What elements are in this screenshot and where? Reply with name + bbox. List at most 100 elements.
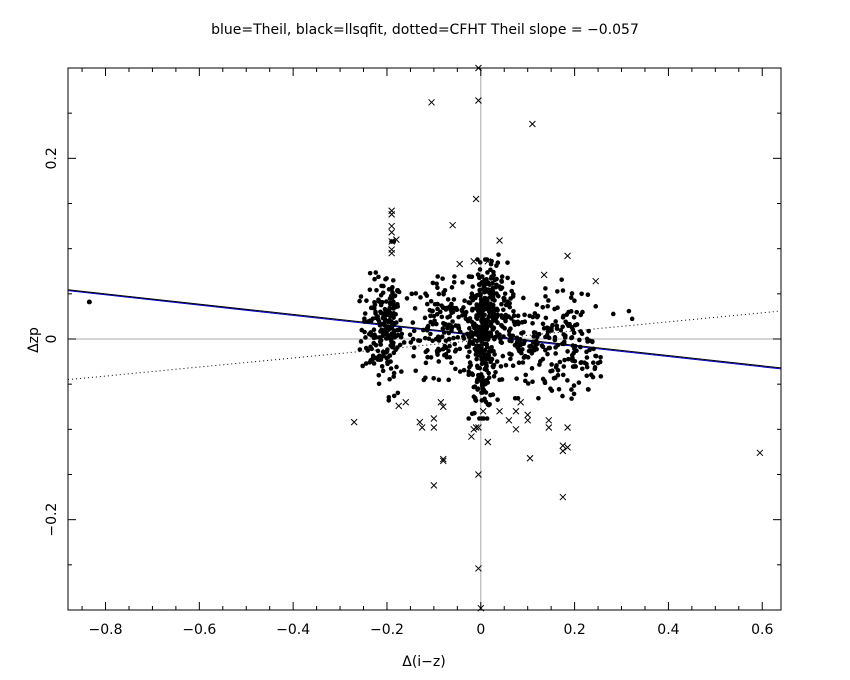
x-tick-label: 0 xyxy=(476,622,485,638)
data-point xyxy=(499,377,505,382)
outlier-point xyxy=(592,277,600,285)
y-tick-label: 0 xyxy=(44,335,60,344)
outlier-point xyxy=(505,416,513,424)
data-point xyxy=(447,343,452,349)
data-point xyxy=(360,363,365,369)
data-point xyxy=(591,360,596,366)
data-point xyxy=(430,308,435,314)
data-point xyxy=(381,353,386,359)
data-point xyxy=(386,312,392,318)
outlier-point xyxy=(472,424,480,431)
data-point xyxy=(585,292,591,298)
chart-title: blue=Theil, black=llsqfit, dotted=CFHT T… xyxy=(211,22,639,38)
outlier-point xyxy=(529,120,536,128)
data-point xyxy=(450,319,455,324)
data-point xyxy=(483,365,489,371)
data-point xyxy=(626,308,632,314)
data-point xyxy=(563,333,568,339)
data-point xyxy=(393,347,399,353)
x-axis-title: Δ(i−z) xyxy=(402,654,445,670)
data-point xyxy=(446,348,451,354)
data-point xyxy=(587,338,592,343)
data-point xyxy=(395,288,400,293)
x-tick-label: −0.6 xyxy=(182,622,216,638)
data-point xyxy=(372,300,377,305)
data-point xyxy=(365,348,371,353)
data-point xyxy=(543,286,548,291)
data-point xyxy=(472,410,477,416)
data-point xyxy=(479,361,485,367)
data-point xyxy=(441,330,447,335)
data-point xyxy=(428,319,433,325)
data-point xyxy=(390,344,395,350)
data-point xyxy=(455,335,461,340)
data-point xyxy=(469,371,475,376)
data-point xyxy=(477,275,482,281)
data-point xyxy=(399,369,404,374)
data-point xyxy=(560,372,566,378)
data-point xyxy=(486,353,492,358)
data-point xyxy=(435,274,441,279)
data-point xyxy=(467,349,472,355)
data-point xyxy=(535,313,541,319)
data-point xyxy=(572,322,578,328)
data-point xyxy=(386,335,392,341)
data-point xyxy=(505,260,510,265)
data-point xyxy=(446,330,452,336)
data-point xyxy=(370,316,376,321)
data-point xyxy=(584,373,590,379)
data-point xyxy=(536,395,541,401)
data-point xyxy=(420,327,426,333)
data-point xyxy=(500,353,506,359)
data-point xyxy=(571,350,577,356)
data-point xyxy=(543,315,549,321)
data-point xyxy=(446,377,451,383)
data-point xyxy=(584,355,590,360)
data-point xyxy=(442,287,448,293)
data-point xyxy=(376,274,381,280)
y-axis-title: Δzp xyxy=(26,327,42,353)
data-point xyxy=(386,394,392,400)
data-point xyxy=(379,283,384,289)
data-point xyxy=(396,327,401,333)
data-point xyxy=(555,342,561,348)
data-point xyxy=(493,334,499,340)
data-point xyxy=(368,358,374,363)
data-point xyxy=(495,260,501,265)
outlier-point xyxy=(430,415,438,422)
outlier-point xyxy=(564,252,571,260)
data-point xyxy=(441,291,446,297)
data-point xyxy=(494,282,499,288)
data-point xyxy=(467,335,472,340)
data-point xyxy=(490,291,495,297)
data-point xyxy=(379,310,385,316)
data-point xyxy=(531,334,536,339)
outlier-point xyxy=(559,442,567,449)
data-point xyxy=(519,320,525,325)
data-point xyxy=(428,313,433,319)
data-point xyxy=(460,280,465,285)
data-point xyxy=(529,366,535,371)
outlier-point xyxy=(496,407,503,415)
data-point xyxy=(391,315,396,320)
data-point xyxy=(452,341,458,347)
outlier-point xyxy=(430,481,438,489)
data-point xyxy=(397,342,403,348)
data-point xyxy=(570,343,576,348)
data-point xyxy=(530,379,535,385)
data-point xyxy=(430,280,436,286)
data-point xyxy=(445,297,451,302)
data-point xyxy=(569,396,574,401)
data-point xyxy=(510,280,516,286)
outlier-point xyxy=(477,604,485,612)
outlier-point xyxy=(449,221,456,229)
outlier-point xyxy=(350,418,358,426)
data-point xyxy=(423,291,428,296)
data-point xyxy=(485,402,491,407)
data-point xyxy=(501,334,506,339)
data-point xyxy=(591,346,596,352)
data-point xyxy=(494,276,499,282)
outlier-point xyxy=(393,236,400,243)
data-point xyxy=(593,304,599,309)
data-point xyxy=(577,337,582,343)
